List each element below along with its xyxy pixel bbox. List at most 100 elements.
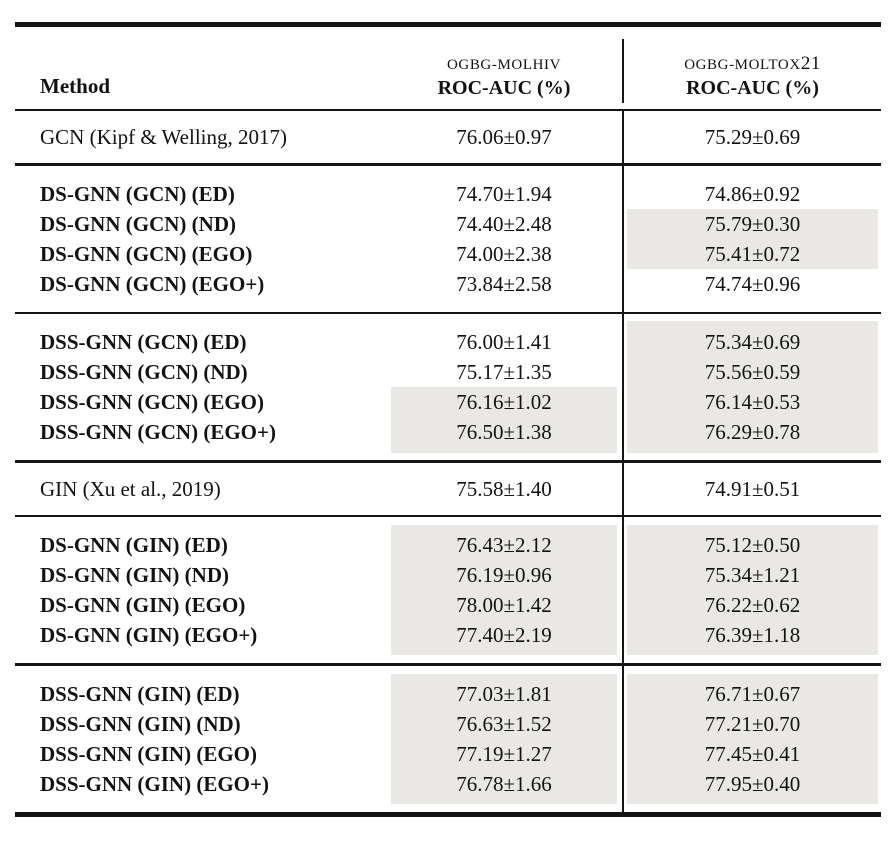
moltox21-column-header: OGBG-MOLTOX21 ROC-AUC (%) (627, 53, 878, 101)
table-row: DSS-GNN (GIN) (ED) 77.03±1.81 76.71±0.67 (15, 679, 881, 709)
method-cell: DS-GNN (GIN) (EGO) (40, 593, 246, 617)
table-row: GIN (Xu et al., 2019) 75.58±1.40 74.91±0… (15, 474, 881, 504)
table-row: DS-GNN (GCN) (ED) 74.70±1.94 74.86±0.92 (15, 179, 881, 209)
method-cell: DS-GNN (GCN) (ND) (40, 211, 236, 236)
highlight-region (627, 321, 878, 453)
dataset-name-suffix: 21 (800, 52, 821, 74)
moltox21-value: 75.79±0.30 (704, 211, 801, 236)
molhiv-value: 77.19±1.27 (456, 741, 552, 766)
column-divider (622, 665, 624, 812)
metric-label-moltox21: ROC-AUC (%) (686, 76, 819, 99)
block-ds-gnn-gcn: DS-GNN (GCN) (ED) 74.70±1.94 74.86±0.92 … (15, 165, 881, 312)
moltox21-value: 77.95±0.40 (704, 771, 801, 796)
molhiv-value: 76.50±1.38 (456, 420, 552, 444)
column-divider (622, 462, 624, 515)
table-row: DSS-GNN (GIN) (EGO+) 76.78±1.66 77.95±0.… (15, 769, 881, 799)
moltox21-value: 74.91±0.51 (704, 476, 801, 501)
method-cell: DS-GNN (GCN) (ED) (40, 181, 235, 206)
method-cell: GCN (Kipf & Welling, 2017) (40, 125, 287, 149)
dataset-name-caps: OGBG-MOLTOX (684, 56, 801, 73)
molhiv-value: 75.17±1.35 (456, 360, 552, 384)
moltox21-value: 77.45±0.41 (704, 741, 801, 766)
method-cell: DS-GNN (GIN) (ND) (40, 563, 229, 587)
highlight-region (627, 673, 878, 804)
table-row: DS-GNN (GCN) (EGO) 74.00±2.38 75.41±0.72 (15, 239, 881, 269)
metric-label-molhiv: ROC-AUC (%) (437, 76, 571, 99)
block-gcn-baseline: GCN (Kipf & Welling, 2017) 76.06±0.97 75… (15, 111, 881, 163)
molhiv-value: 76.78±1.66 (456, 771, 552, 796)
block-gin-baseline: GIN (Xu et al., 2019) 75.58±1.40 74.91±0… (15, 462, 881, 515)
molhiv-value: 75.58±1.40 (456, 476, 552, 501)
highlight-region (627, 208, 878, 269)
section-rule (15, 163, 881, 166)
dataset-name-moltox21: OGBG-MOLTOX21 (627, 53, 878, 76)
highlight-region (391, 673, 617, 804)
moltox21-value: 75.34±1.21 (704, 563, 801, 587)
table-row: DS-GNN (GIN) (EGO+) 77.40±2.19 76.39±1.1… (15, 620, 881, 650)
highlight-region (391, 387, 617, 453)
table-row: DS-GNN (GIN) (ND) 76.19±0.96 75.34±1.21 (15, 560, 881, 590)
moltox21-value: 76.71±0.67 (704, 681, 801, 706)
molhiv-column-header: OGBG-MOLHIV ROC-AUC (%) (391, 53, 617, 101)
table-header: Method OGBG-MOLHIV ROC-AUC (%) OGBG-MOLT… (15, 27, 881, 109)
table-row: DS-GNN (GIN) (ED) 76.43±2.12 75.12±0.50 (15, 530, 881, 560)
section-rule (15, 663, 881, 666)
moltox21-value: 75.12±0.50 (704, 533, 801, 557)
table-row: DS-GNN (GCN) (EGO+) 73.84±2.58 74.74±0.9… (15, 269, 881, 299)
molhiv-value: 76.06±0.97 (456, 125, 552, 149)
header-rule (15, 108, 881, 111)
molhiv-value: 76.00±1.41 (456, 330, 552, 354)
table-row: DSS-GNN (GIN) (EGO) 77.19±1.27 77.45±0.4… (15, 739, 881, 769)
molhiv-value: 76.43±2.12 (456, 533, 552, 557)
column-divider (622, 111, 624, 163)
block-dss-gnn-gcn: DSS-GNN (GCN) (ED) 76.00±1.41 75.34±0.69… (15, 314, 881, 460)
moltox21-value: 77.21±0.70 (704, 711, 801, 736)
block-ds-gnn-gin: DS-GNN (GIN) (ED) 76.43±2.12 75.12±0.50 … (15, 517, 881, 663)
molhiv-value: 73.84±2.58 (456, 271, 552, 296)
molhiv-value: 76.16±1.02 (456, 390, 552, 414)
moltox21-value: 76.22±0.62 (704, 593, 801, 617)
results-table: Method OGBG-MOLHIV ROC-AUC (%) OGBG-MOLT… (15, 22, 881, 817)
moltox21-value: 76.29±0.78 (704, 420, 801, 444)
dataset-name-caps: OGBG-MOLHIV (446, 56, 562, 73)
method-cell: DSS-GNN (GIN) (ND) (40, 711, 241, 736)
method-cell: DSS-GNN (GIN) (EGO) (40, 741, 258, 766)
method-cell: DS-GNN (GIN) (ED) (40, 533, 228, 557)
column-divider (622, 38, 624, 103)
molhiv-value: 77.40±2.19 (456, 623, 552, 647)
section-rule (15, 514, 881, 517)
table-row: DSS-GNN (GCN) (ND) 75.17±1.35 75.56±0.59 (15, 357, 881, 387)
bottom-rule (15, 811, 881, 817)
table-row: DSS-GNN (GIN) (ND) 76.63±1.52 77.21±0.70 (15, 709, 881, 739)
molhiv-value: 74.00±2.38 (456, 241, 552, 266)
method-cell: DSS-GNN (GCN) (ED) (40, 330, 247, 354)
molhiv-value: 74.40±2.48 (456, 211, 552, 236)
block-dss-gnn-gin: DSS-GNN (GIN) (ED) 77.03±1.81 76.71±0.67… (15, 665, 881, 812)
section-rule (15, 460, 881, 463)
method-cell: DS-GNN (GCN) (EGO) (40, 241, 253, 266)
molhiv-value: 78.00±1.42 (456, 593, 552, 617)
dataset-name-molhiv: OGBG-MOLHIV (391, 53, 617, 76)
top-rule (15, 22, 881, 27)
method-cell: DS-GNN (GCN) (EGO+) (40, 271, 265, 296)
column-divider (622, 165, 624, 312)
moltox21-value: 75.41±0.72 (704, 241, 801, 266)
method-cell: GIN (Xu et al., 2019) (40, 476, 221, 501)
moltox21-value: 75.29±0.69 (704, 125, 801, 149)
molhiv-value: 77.03±1.81 (456, 681, 552, 706)
section-rule (15, 311, 881, 314)
table-row: GCN (Kipf & Welling, 2017) 76.06±0.97 75… (15, 122, 881, 152)
moltox21-value: 75.56±0.59 (704, 360, 801, 384)
moltox21-value: 76.39±1.18 (704, 623, 801, 647)
highlight-region (627, 525, 878, 655)
highlight-region (391, 525, 617, 655)
table-row: DSS-GNN (GCN) (ED) 76.00±1.41 75.34±0.69 (15, 327, 881, 357)
table-row: DSS-GNN (GCN) (EGO) 76.16±1.02 76.14±0.5… (15, 387, 881, 417)
method-cell: DSS-GNN (GCN) (ND) (40, 360, 248, 384)
table-row: DSS-GNN (GCN) (EGO+) 76.50±1.38 76.29±0.… (15, 417, 881, 447)
method-cell: DSS-GNN (GIN) (EGO+) (40, 771, 269, 796)
table-row: DS-GNN (GCN) (ND) 74.40±2.48 75.79±0.30 (15, 209, 881, 239)
method-cell: DSS-GNN (GCN) (EGO) (40, 390, 264, 414)
method-cell: DS-GNN (GIN) (EGO+) (40, 623, 258, 647)
moltox21-value: 74.74±0.96 (704, 271, 801, 296)
